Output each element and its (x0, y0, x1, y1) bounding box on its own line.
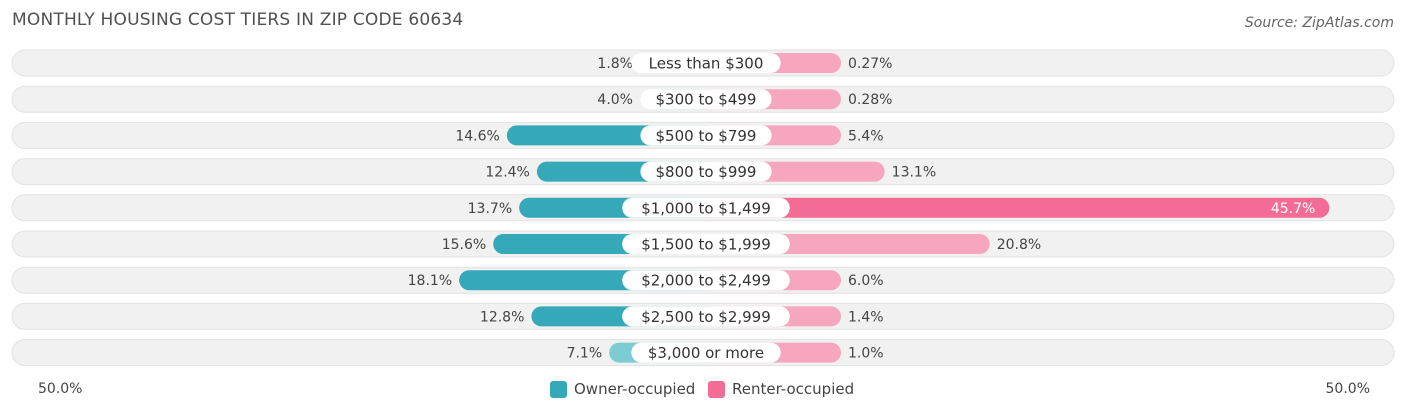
owner-value-label: 1.8% (597, 56, 633, 72)
legend-renter-swatch (708, 380, 725, 398)
renter-value-label: 0.28% (848, 92, 892, 108)
owner-value-label: 7.1% (567, 346, 603, 362)
category-pill (622, 306, 790, 327)
owner-value-label: 14.6% (455, 128, 499, 144)
axis-right-label: 50.0% (1325, 381, 1370, 397)
renter-value-label: 1.0% (848, 346, 884, 362)
legend-owner-swatch (550, 380, 567, 398)
category-label: $3,000 or more (648, 344, 764, 362)
category-label: $300 to $499 (656, 91, 757, 109)
category-pill (640, 89, 772, 110)
category-pill (622, 197, 790, 218)
owner-value-label: 18.1% (408, 273, 452, 289)
legend-renter[interactable]: Renter-occupied (708, 380, 854, 398)
legend: Owner-occupied Renter-occupied (0, 380, 1406, 400)
category-label: $800 to $999 (656, 163, 757, 181)
axis-left-label: 50.0% (38, 381, 83, 397)
renter-bar (693, 197, 1330, 218)
category-label: Less than $300 (649, 55, 764, 73)
category-pill (640, 125, 772, 146)
category-label: $500 to $799 (656, 127, 757, 145)
category-label: $2,500 to $2,999 (641, 308, 771, 326)
owner-value-label: 15.6% (442, 237, 486, 253)
category-label: $2,000 to $2,499 (641, 272, 771, 290)
legend-owner[interactable]: Owner-occupied (550, 380, 695, 398)
renter-value-label: 45.7% (1271, 201, 1315, 217)
category-pill (631, 53, 781, 73)
category-pill (631, 342, 781, 363)
source-label: Source: ZipAtlas.com (1244, 15, 1394, 31)
diverging-bar-chart: 1.8% 0.27% Less than $300 4.0% 0.28% $300 to … (11, 49, 1395, 367)
category-label: $1,000 to $1,499 (641, 199, 771, 217)
renter-value-label: 20.8% (997, 237, 1041, 253)
renter-value-label: 1.4% (848, 309, 884, 325)
owner-value-label: 4.0% (597, 92, 633, 108)
category-pill (640, 161, 772, 182)
category-pill (622, 270, 790, 291)
category-label: $1,500 to $1,999 (641, 236, 771, 254)
renter-value-label: 0.27% (848, 56, 892, 72)
chart-title: MONTHLY HOUSING COST TIERS IN ZIP CODE 6… (12, 10, 464, 30)
legend-owner-label: Owner-occupied (574, 380, 696, 398)
category-pill (622, 234, 790, 254)
owner-value-label: 12.8% (480, 309, 524, 325)
renter-value-label: 6.0% (848, 273, 884, 289)
renter-value-label: 13.1% (892, 165, 936, 181)
owner-value-label: 12.4% (485, 165, 529, 181)
renter-value-label: 5.4% (848, 128, 884, 144)
owner-value-label: 13.7% (468, 201, 512, 217)
legend-renter-label: Renter-occupied (732, 380, 855, 398)
